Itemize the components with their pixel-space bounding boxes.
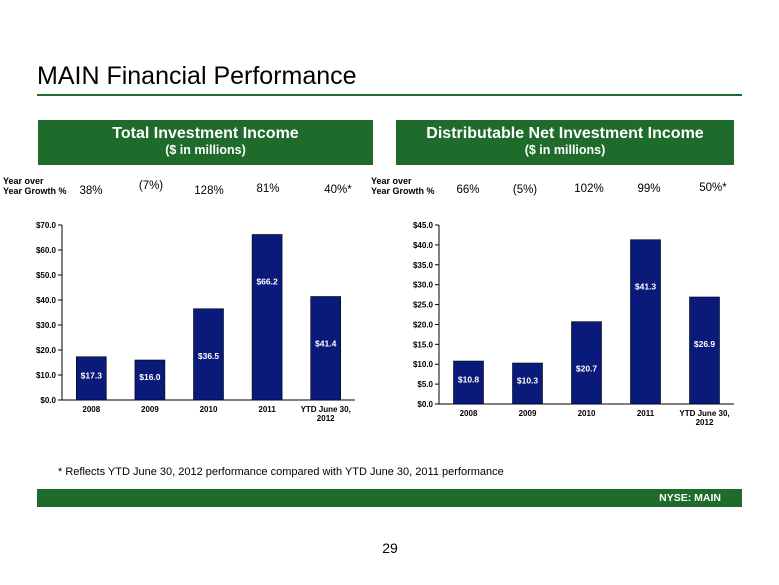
- y-tick-label: $45.0: [413, 221, 434, 230]
- bar: [689, 296, 720, 405]
- panel-banner-distributable-nii: Distributable Net Investment Income ($ i…: [396, 120, 734, 165]
- y-tick-label: $5.0: [417, 380, 433, 389]
- x-tick-label: 2009: [141, 405, 159, 414]
- bar: [512, 362, 543, 405]
- y-tick-label: $0.0: [417, 400, 433, 409]
- y-tick-label: $30.0: [413, 281, 434, 290]
- yoy-growth-label: Year over Year Growth %: [371, 176, 435, 196]
- yoy-label-line2: Year Growth %: [3, 186, 67, 196]
- x-tick-label: 2009: [519, 409, 537, 418]
- data-label: $20.7: [576, 364, 598, 374]
- data-label: $26.9: [694, 339, 716, 349]
- data-label: $36.5: [198, 351, 220, 361]
- footnote: * Reflects YTD June 30, 2012 performance…: [58, 466, 504, 478]
- data-label: $66.2: [256, 277, 278, 287]
- data-label: $16.0: [139, 372, 161, 382]
- growth-value: 40%*: [324, 184, 352, 196]
- bar: [251, 234, 283, 401]
- growth-value: 38%: [79, 185, 103, 197]
- y-tick-label: $35.0: [413, 261, 434, 270]
- y-tick-label: $15.0: [413, 340, 434, 349]
- panel-subtitle: ($ in millions): [165, 143, 246, 157]
- y-tick-label: $50.0: [36, 271, 57, 280]
- data-label: $17.3: [81, 370, 103, 380]
- y-tick-label: $70.0: [36, 221, 57, 230]
- y-tick-label: $30.0: [36, 321, 57, 330]
- bar: [310, 296, 342, 401]
- x-tick-label: 2011: [258, 405, 276, 414]
- x-tick-label: 2011: [637, 409, 655, 418]
- growth-value: 66%: [456, 184, 480, 196]
- x-tick-label: 2010: [578, 409, 596, 418]
- distributable-nii-chart: $0.0 $5.0 $10.0 $15.0 $20.0 $25.0 $30.0 $35.0 $4…: [413, 221, 734, 427]
- data-label: $41.3: [635, 282, 657, 292]
- growth-value: (7%): [138, 180, 164, 192]
- title-divider: [37, 94, 742, 96]
- x-tick-label: 2010: [200, 405, 218, 414]
- growth-value: 81%: [256, 183, 280, 195]
- growth-value: 128%: [194, 185, 224, 197]
- bar: [193, 308, 224, 401]
- y-tick-label: $25.0: [413, 301, 434, 310]
- yoy-label-line2: Year Growth %: [371, 186, 435, 196]
- y-tick-label: $40.0: [413, 241, 434, 250]
- bar: [453, 360, 484, 405]
- yoy-label-line1: Year over: [371, 176, 412, 186]
- x-tick-label: YTD June 30,: [301, 405, 351, 414]
- x-tick-label: 2012: [696, 418, 714, 427]
- panel-title: Total Investment Income: [112, 125, 299, 142]
- growth-value: (5%): [512, 184, 538, 196]
- yoy-label-line1: Year over: [3, 176, 44, 186]
- y-tick-label: $10.0: [36, 371, 57, 380]
- growth-value: 102%: [574, 183, 604, 195]
- page-number: 29: [382, 540, 398, 556]
- data-label: $10.8: [458, 375, 480, 385]
- total-investment-income-chart: $0.0 $10.0 $20.0 $30.0 $40.0 $50.0 $60.0 $70.0 $…: [36, 221, 355, 423]
- y-tick-label: $60.0: [36, 246, 57, 255]
- x-tick-label: 2008: [460, 409, 478, 418]
- x-tick-label: 2012: [317, 414, 335, 423]
- growth-value: 99%: [637, 183, 661, 195]
- y-tick-label: $0.0: [40, 396, 56, 405]
- y-tick-label: $40.0: [36, 296, 57, 305]
- panel-banner-total-investment-income: Total Investment Income ($ in millions): [38, 120, 373, 165]
- y-tick-label: $20.0: [36, 346, 57, 355]
- x-tick-label: 2008: [82, 405, 100, 414]
- x-tick-label: YTD June 30,: [679, 409, 729, 418]
- ticker-label: NYSE: MAIN: [659, 492, 721, 504]
- data-label: $41.4: [315, 339, 337, 349]
- bar: [76, 356, 107, 401]
- panel-title: Distributable Net Investment Income: [426, 125, 704, 142]
- y-tick-label: $20.0: [413, 320, 434, 329]
- y-tick-label: $10.0: [413, 360, 434, 369]
- panel-subtitle: ($ in millions): [524, 143, 606, 157]
- page-title: MAIN Financial Performance: [37, 62, 357, 90]
- data-label: $10.3: [517, 376, 539, 386]
- bar: [630, 239, 661, 405]
- bar: [571, 321, 602, 405]
- yoy-growth-label: Year over Year Growth %: [3, 176, 67, 196]
- growth-value: 50%*: [699, 182, 727, 194]
- footer-bar: [37, 489, 742, 507]
- bar: [134, 359, 166, 401]
